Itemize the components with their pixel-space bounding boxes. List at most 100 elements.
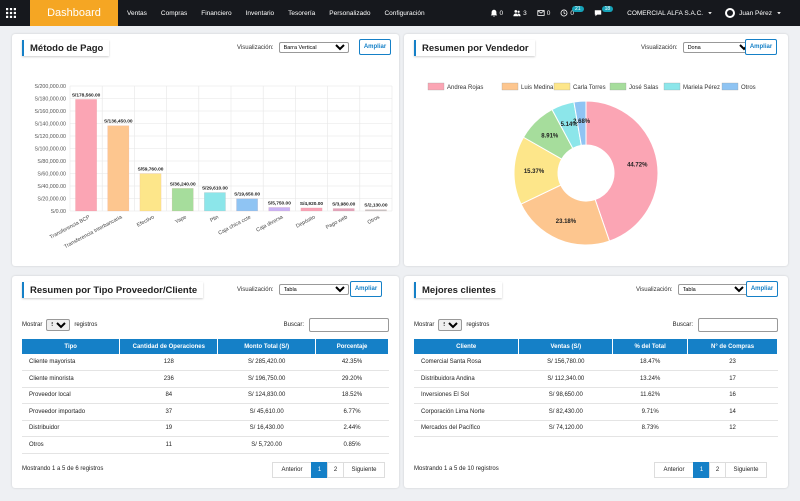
nav-tesoreria[interactable]: Tesorería: [288, 9, 316, 17]
bar-value-label: S/59,760.00: [138, 167, 164, 173]
tasks-count: 0: [570, 9, 574, 17]
bar: [171, 188, 194, 212]
column-header[interactable]: Ventas (S/): [518, 339, 614, 354]
nav-configuracion[interactable]: Configuración: [384, 9, 425, 17]
visualization-control: Visualización: Tabla: [636, 284, 748, 295]
visualization-control: Visualización: Dona: [641, 42, 753, 53]
column-header[interactable]: N° de Compras: [687, 339, 778, 354]
table-cell: S/ 45,610.00: [217, 403, 316, 421]
table-cell: S/ 16,430.00: [217, 420, 316, 437]
top-navbar: Dashboard Ventas Compras Financiero Inve…: [0, 0, 800, 26]
slice-value-label: 5.14%: [561, 122, 579, 128]
tasks-button[interactable]: 0 21: [560, 6, 584, 17]
table-cell: 84: [119, 387, 218, 404]
notifications-button[interactable]: 0: [490, 9, 504, 17]
notifications-count: 0: [499, 9, 504, 17]
users-button[interactable]: 3: [513, 9, 527, 17]
mail-count: 0: [546, 9, 551, 17]
table-row: Proveedor local 84 S/ 124,830.00 18.52%: [22, 387, 389, 404]
x-tick-label: Caja chica ccte: [218, 214, 253, 236]
page-button[interactable]: 1: [693, 462, 710, 478]
nav-financiero[interactable]: Financiero: [201, 9, 232, 17]
table-cell: 12: [687, 420, 778, 437]
legend-swatch: [553, 82, 571, 91]
legend-swatch: [663, 82, 681, 91]
table-cell: 236: [119, 370, 218, 388]
table-cell: 23: [687, 354, 778, 371]
top-clients-card: Mejores clientes Visualización: Tabla Am…: [404, 276, 788, 488]
donut-slice: [551, 101, 582, 149]
y-tick-label: S/60,000.00: [37, 172, 66, 178]
page-size-select[interactable]: 5: [438, 319, 463, 331]
legend-label: Luis Medina: [521, 85, 554, 91]
column-header[interactable]: Monto Total (S/): [217, 339, 317, 354]
x-tick-label: Plin: [209, 214, 220, 223]
table-cell: 19: [119, 420, 218, 437]
x-tick-label: Otros: [367, 214, 382, 226]
expand-button[interactable]: Ampliar: [350, 281, 382, 297]
next-page-button[interactable]: Siguiente: [725, 462, 767, 478]
x-tick-label: Transferencia BCP: [49, 214, 92, 240]
page-button[interactable]: 1: [311, 462, 328, 478]
search-input[interactable]: [698, 318, 778, 332]
legend-label: Mariela Pérez: [683, 85, 720, 91]
column-header[interactable]: Porcentaje: [315, 339, 389, 354]
seller-donut-chart: Andrea Rojas Luis Medina Carla Torres José …: [427, 82, 756, 246]
apps-grid-icon[interactable]: [0, 0, 22, 26]
legend-swatch: [721, 82, 739, 91]
column-header[interactable]: % del Total: [612, 339, 689, 354]
nav-inventario[interactable]: Inventario: [245, 9, 275, 17]
column-header[interactable]: Cantidad de Operaciones: [119, 339, 219, 354]
table-cell: 14: [687, 403, 778, 421]
x-tick-label: Depósito: [295, 214, 316, 229]
user-menu[interactable]: Juan Pérez: [725, 8, 782, 18]
table-cell: S/ 112,340.00: [518, 370, 613, 388]
company-selector[interactable]: COMERCIAL ALFA S.A.C.: [623, 10, 715, 17]
prev-page-button[interactable]: Anterior: [654, 462, 694, 478]
column-header[interactable]: Tipo: [22, 339, 121, 354]
table-cell: 16: [687, 387, 778, 404]
expand-button[interactable]: Ampliar: [746, 281, 778, 297]
seller-summary-card: Resumen por Vendedor Visualización: Dona…: [404, 34, 788, 266]
next-page-button[interactable]: Siguiente: [343, 462, 385, 478]
visualization-select[interactable]: Dona: [682, 42, 753, 53]
bar: [332, 208, 355, 212]
table-info: Mostrando 1 a 5 de 6 registros: [22, 466, 104, 472]
table-cell: 11: [119, 436, 218, 454]
y-tick-label: S/40,000.00: [37, 184, 66, 190]
table-cell: Inversiones El Sol: [414, 387, 519, 404]
table-cell: Corporación Lima Norte: [414, 403, 519, 421]
x-tick-label: Pago web: [325, 214, 349, 230]
table-cell: 18.47%: [612, 354, 688, 371]
column-header[interactable]: Cliente: [414, 339, 520, 354]
visualization-select[interactable]: Tabla: [677, 284, 748, 295]
records-label: registros: [74, 322, 98, 328]
table-row: Proveedor importado 37 S/ 45,610.00 6.77%: [22, 403, 389, 421]
nav-compras[interactable]: Compras: [160, 9, 188, 17]
brand-dashboard[interactable]: Dashboard: [30, 0, 118, 26]
table-row: Mercados del Pacífico S/ 74,120.00 8.73% 12: [414, 420, 778, 437]
card-title: Resumen por Vendedor: [414, 40, 535, 56]
nav-personalizado[interactable]: Personalizado: [329, 9, 371, 17]
nav-ventas[interactable]: Ventas: [127, 9, 147, 17]
slice-value-label: 44.72%: [627, 162, 648, 168]
bar: [75, 99, 97, 212]
page-size-select[interactable]: 5: [46, 319, 71, 331]
expand-button[interactable]: Ampliar: [359, 39, 391, 55]
mail-button[interactable]: 0: [537, 9, 551, 17]
bar-value-label: S/19,650.00: [234, 192, 260, 198]
chat-badge: 18: [601, 6, 614, 12]
bar-value-label: S/5,750.00: [268, 200, 292, 206]
payment-method-bar-chart: S/0.00 S/20,000.00 S/40,000.00 S/60,000.00 S…: [34, 84, 393, 250]
prev-page-button[interactable]: Anterior: [272, 462, 312, 478]
page-button[interactable]: 2: [327, 462, 344, 478]
visualization-select[interactable]: Tabla: [278, 284, 349, 295]
page-button[interactable]: 2: [709, 462, 726, 478]
search-input[interactable]: [309, 318, 389, 332]
legend-swatch: [609, 82, 627, 91]
expand-button[interactable]: Ampliar: [745, 39, 777, 55]
bar-value-label: S/2,130.00: [364, 203, 388, 209]
visualization-select[interactable]: Barra Vertical: [278, 42, 349, 53]
chat-button[interactable]: 18: [594, 6, 614, 17]
pagination: Anterior 1 2 Siguiente: [272, 462, 385, 478]
